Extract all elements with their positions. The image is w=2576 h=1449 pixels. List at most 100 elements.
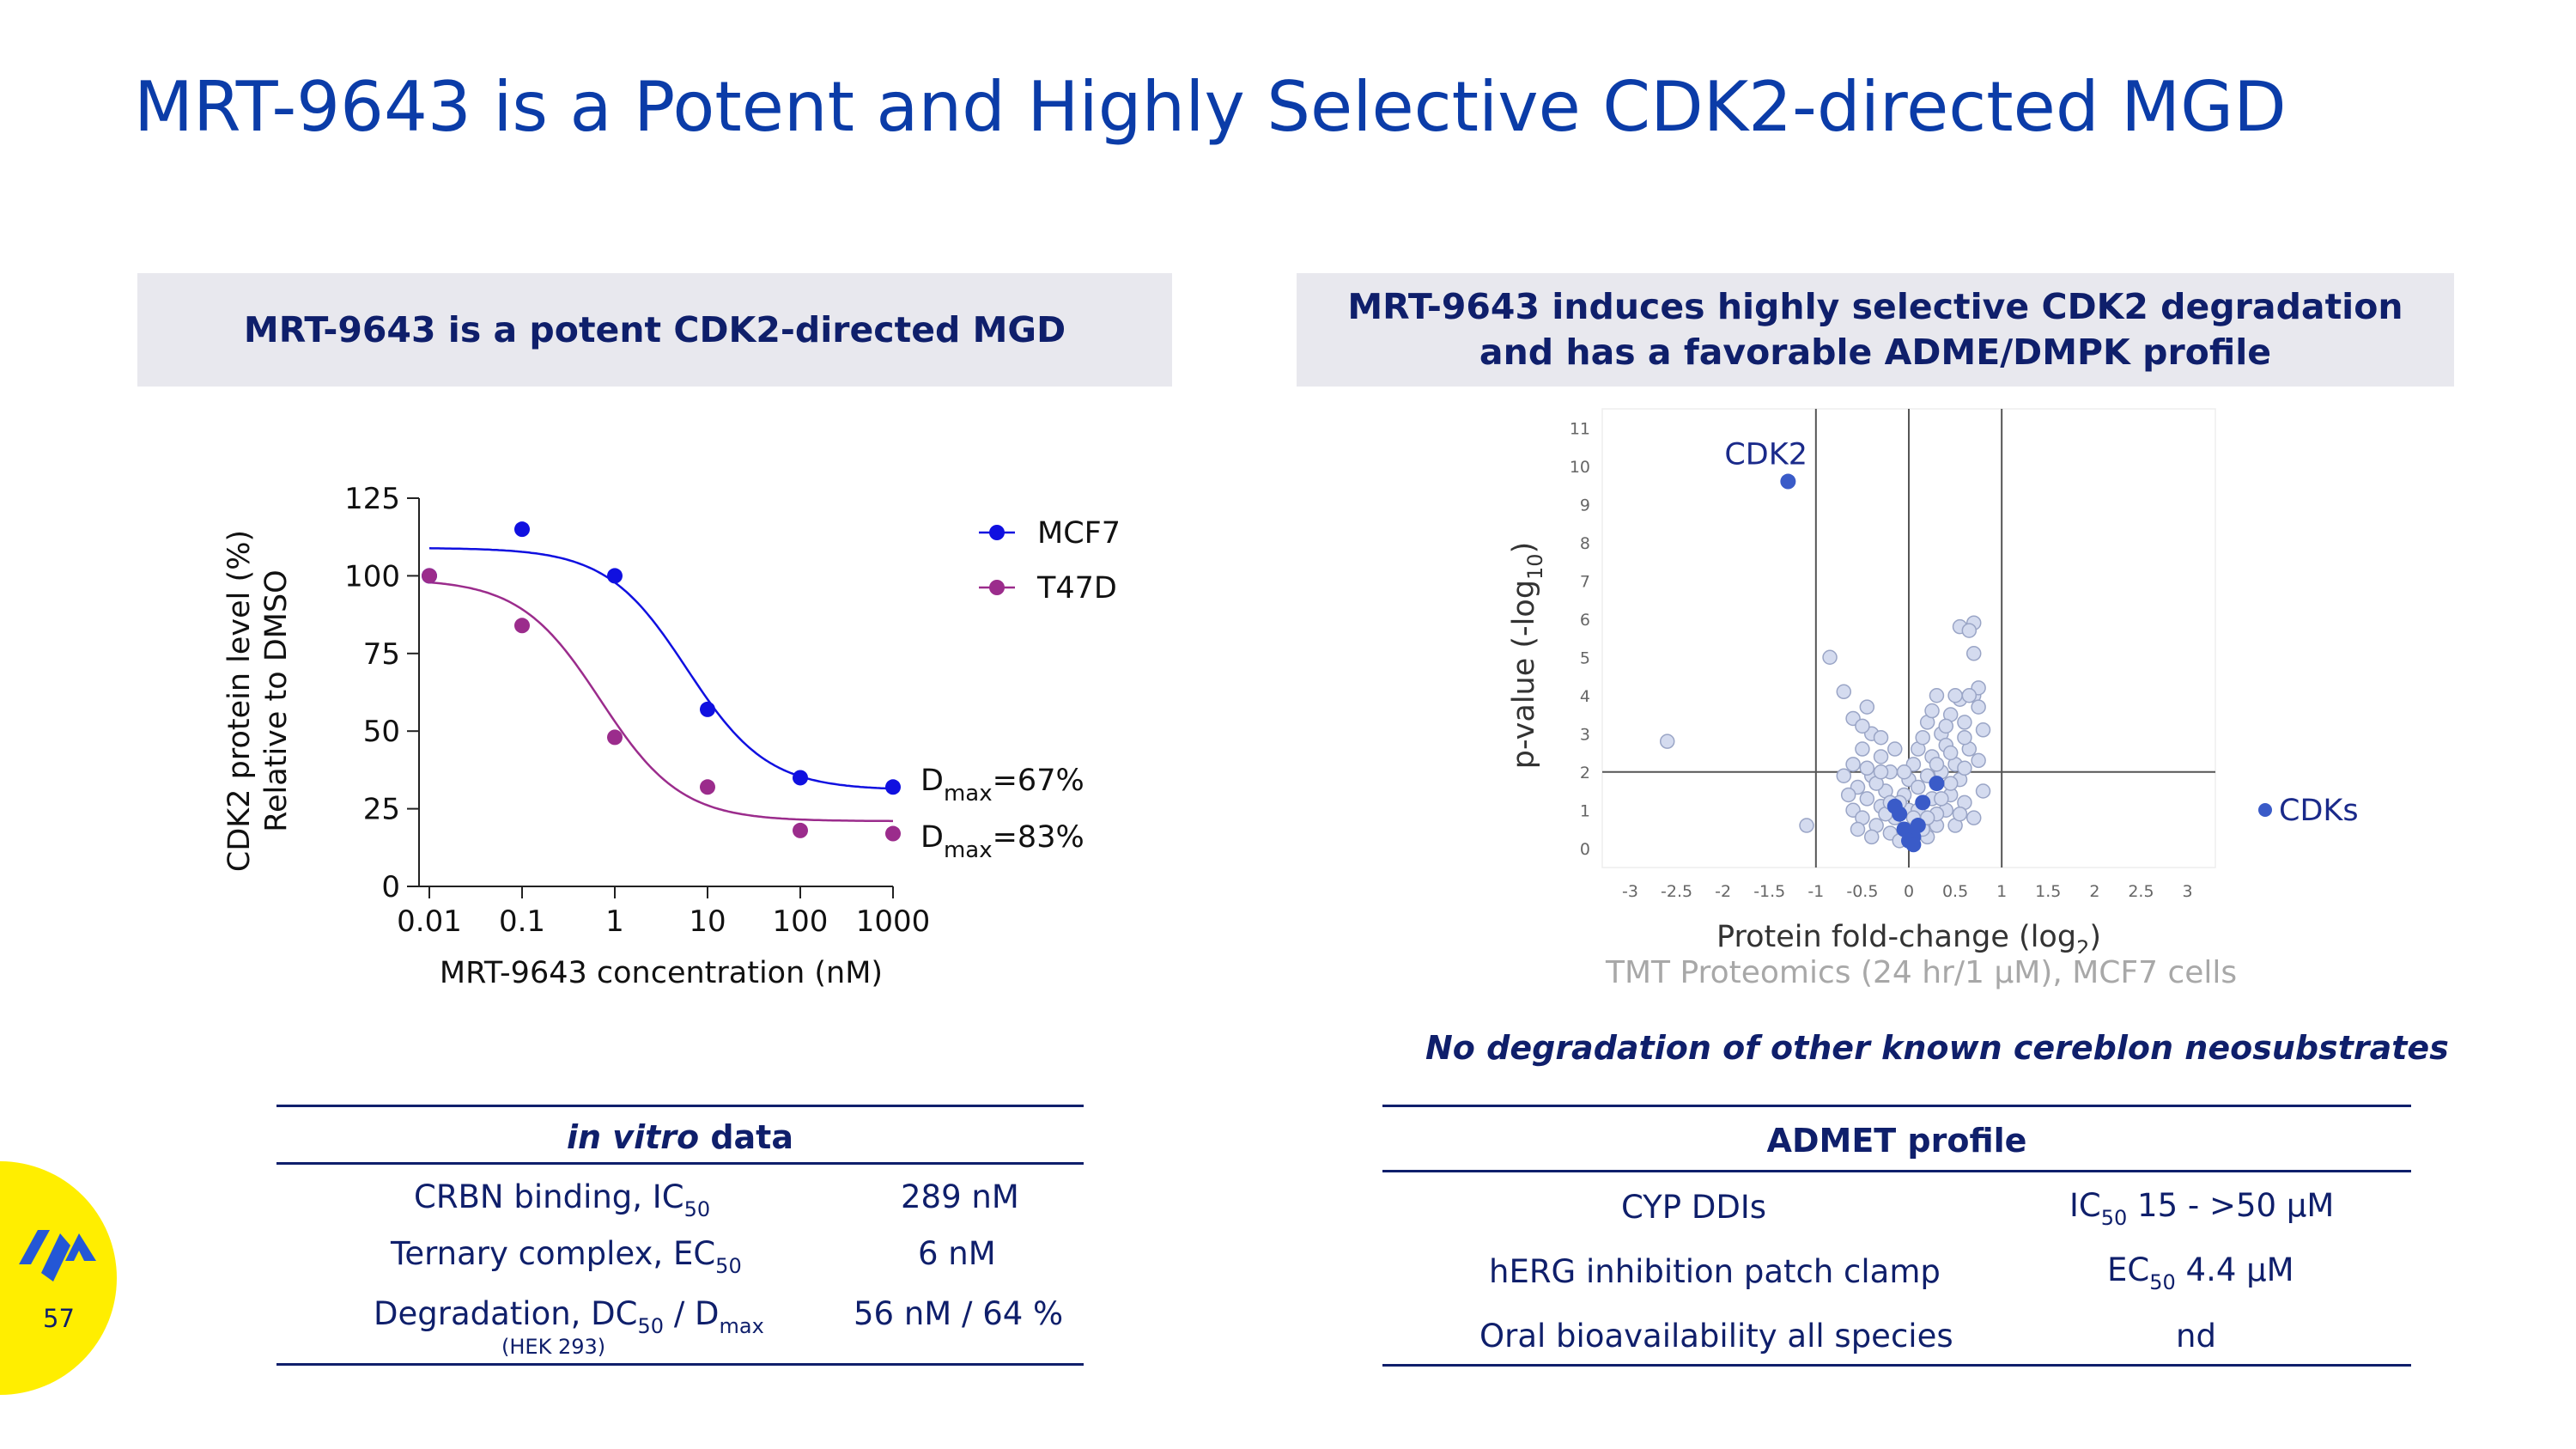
row-value: IC50 15 - >50 µM [2069,1187,2334,1230]
protein-point [1855,741,1870,757]
table-bottom-rule [276,1363,1084,1366]
protein-point [1971,699,1986,715]
value-pre: IC [2069,1187,2101,1224]
x-tick-label: 0.01 [397,904,462,939]
legend-label: CDKs [2279,794,2359,828]
protein-point [1850,821,1866,837]
protein-point [1942,745,1959,761]
protein-point [1799,818,1814,833]
table-footnote: (HEK 293) [501,1335,606,1359]
table-top-rule [1382,1105,2411,1107]
x-tick-label: 3 [2182,882,2192,901]
row-label: CRBN binding, IC [414,1178,684,1215]
fit-curve-mcf7 [428,547,894,790]
protein-point [1975,722,1991,738]
row-label-sub: 50 [683,1197,711,1221]
protein-point [1911,779,1926,795]
protein-point [1961,623,1978,638]
x-tick-label: 0.5 [1942,882,1968,901]
dmax-annotation: Dmax=67% [920,764,1084,807]
value-sub: 50 [2149,1270,2176,1294]
company-logo-icon [19,1230,96,1282]
data-point [700,701,715,717]
data-point [514,521,530,538]
fit-curve-t47d [428,581,893,823]
x-tick-label: -0.5 [1846,882,1878,901]
protein-point [1934,791,1949,807]
x-tick-label: 1.5 [2035,882,2061,901]
x-tick-label: -1.5 [1753,882,1785,901]
admet-table: ADMET profile CYP DDIs IC50 15 - >50 µM … [1382,1105,2411,1371]
protein-point [1822,649,1838,665]
value-pre: nd [2176,1318,2216,1355]
y-tick-label: 11 [1570,419,1590,438]
value-post: 15 - >50 µM [2127,1187,2335,1224]
table-bottom-rule [1382,1364,2411,1367]
x-tick-label: 1 [605,904,624,939]
data-point [514,618,530,634]
table-header-rule [276,1162,1084,1165]
cdk-point [1910,818,1926,834]
protein-point [1961,688,1978,703]
y-tick-label: 0 [381,870,400,904]
row-label: CYP DDIs [1621,1189,1767,1226]
table-header-rule [1382,1170,2411,1172]
no-degradation-note: No degradation of other known cereblon n… [1425,1029,2449,1067]
x-tick-label: 1000 [856,904,931,939]
proteomics-caption: TMT Proteomics (24 hr/1 µM), MCF7 cells [1606,955,2238,990]
y-axis-label: CDK2 protein level (%) [222,530,257,872]
row-label-sub: 50 [715,1254,742,1278]
protein-point [1855,718,1870,734]
protein-point [1859,699,1875,715]
table-top-rule [276,1105,1084,1107]
dose-response-chart: 0 25 50 75 100 125 0.01 0.1 1 10 100 1000 MRT-9643 c… [222,482,1121,990]
protein-point [1659,734,1675,749]
x-tick-label: 2.5 [2128,882,2154,901]
invitro-table-header: in vitro data [276,1118,1084,1156]
y-tick-label: 10 [1570,458,1590,477]
right-panel-header-line1: MRT-9643 induces highly selective CDK2 d… [1347,286,2403,327]
y-tick-label: 125 [344,482,400,516]
row-label-sub: 50 [637,1314,665,1338]
cdk-point [1905,837,1922,853]
row-value: EC50 4.4 µM [2107,1251,2294,1294]
row-label: hERG inhibition patch clamp [1489,1253,1941,1290]
cdk-point [1915,795,1931,811]
legend-marker [989,580,1005,595]
value-post: 4.4 µM [2175,1251,2294,1288]
protein-point [1836,684,1852,700]
x-axis-label: Protein fold-change (log2) [1716,920,2101,953]
table-row: CRBN binding, IC50 [414,1178,710,1221]
row-label: Ternary complex, EC [391,1235,716,1272]
table-row: Degradation, DC50 / Dmax [374,1295,764,1338]
x-tick-label: 10 [689,904,726,939]
protein-point [1947,688,1963,703]
x-axis-label: MRT-9643 concentration (nM) [440,956,883,990]
y-tick-label: 2 [1580,764,1590,782]
legend-label: MCF7 [1037,516,1121,551]
y-tick-label: 25 [363,793,400,827]
table-row: Ternary complex, EC50 [391,1235,742,1278]
left-panel-header-text: MRT-9643 is a potent CDK2-directed MGD [243,308,1066,350]
protein-point [1840,787,1856,803]
legend-marker [989,525,1005,540]
value-pre: EC [2107,1251,2150,1288]
x-tick-label: -2 [1715,882,1731,901]
row-label-sub2: max [719,1314,764,1338]
protein-point [1971,752,1986,769]
data-point [422,568,437,584]
x-tick-label: -1 [1807,882,1824,901]
admet-table-header: ADMET profile [1766,1122,2027,1160]
row-label: Oral bioavailability all species [1479,1318,1953,1355]
data-point [885,825,901,842]
y-axis-label: p-value (-log10) [1507,542,1547,769]
legend-marker [2258,803,2272,817]
protein-point [1929,757,1945,772]
protein-point [1859,760,1875,776]
protein-point [1863,829,1880,845]
right-panel-header-line2: and has a favorable ADME/DMPK profile [1479,332,2272,373]
protein-point [1965,646,1982,661]
protein-point [1942,776,1959,791]
invitro-header-em: in vitro [566,1118,700,1156]
y-tick-label: 6 [1580,611,1590,630]
